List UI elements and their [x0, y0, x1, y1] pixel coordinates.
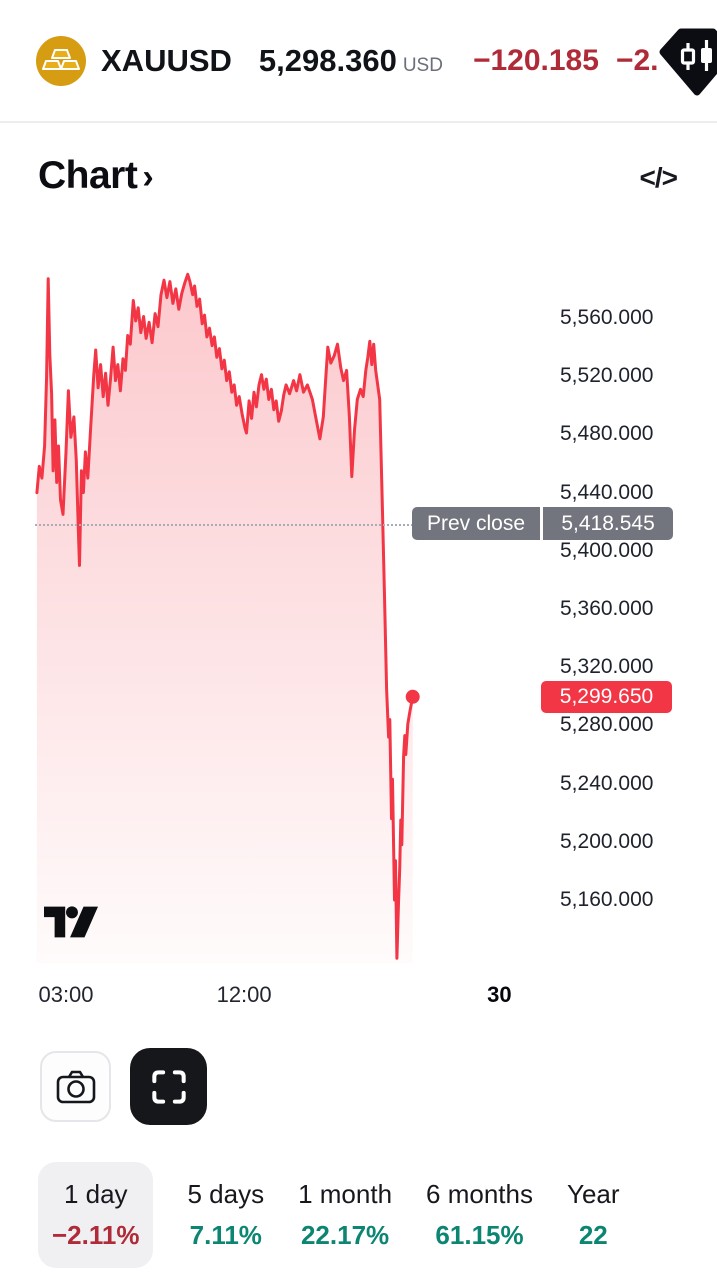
period-tab-1-day[interactable]: 1 day −2.11% [38, 1162, 154, 1268]
price-tick: 5,520.000 [560, 364, 654, 388]
period-tab-5-days[interactable]: 5 days 7.11% [187, 1162, 264, 1268]
period-label: 6 months [426, 1179, 533, 1209]
period-label: 1 day [63, 1179, 128, 1209]
chart-plot[interactable] [0, 255, 717, 1025]
price-tick: 5,440.000 [560, 480, 654, 504]
price-tick: 5,360.000 [560, 597, 654, 621]
period-tab-1-month[interactable]: 1 month 22.17% [298, 1162, 392, 1268]
time-tick: 30 [487, 982, 512, 1007]
price-tick: 5,160.000 [560, 888, 654, 912]
time-tick: 12:00 [216, 982, 272, 1007]
prev-close-value: 5,418.545 [543, 507, 674, 541]
period-label: 5 days [187, 1179, 265, 1209]
change-absolute: −120.185 [472, 43, 599, 77]
period-selector: 1 day −2.11% 5 days 7.11% 1 month 22.17%… [0, 1150, 717, 1280]
price-tick: 5,200.000 [560, 829, 654, 853]
chart-section-header: Chart › </> [0, 148, 717, 220]
period-tab-6-months[interactable]: 6 months 61.15% [426, 1162, 533, 1268]
header-divider [0, 121, 717, 123]
symbol-header: XAUUSD 5,298.360 USD −120.185 −2. [0, 0, 717, 121]
period-change: 61.15% [435, 1220, 524, 1250]
gold-bars-icon [36, 35, 86, 86]
chart-toolbar [0, 1048, 717, 1128]
period-label: Year [567, 1179, 620, 1209]
section-title-text: Chart [38, 154, 138, 197]
time-tick: 03:00 [38, 982, 94, 1007]
fullscreen-icon [151, 1069, 186, 1104]
period-change: 7.11% [189, 1220, 262, 1250]
period-change: 22 [578, 1220, 608, 1250]
price-tick: 5,240.000 [560, 771, 654, 795]
screenshot-button[interactable] [40, 1051, 111, 1122]
price-chart[interactable]: 5,560.000 5,520.000 5,480.000 5,440.000 5,40… [0, 255, 717, 1025]
camera-icon [56, 1070, 95, 1103]
section-title[interactable]: Chart › [38, 154, 154, 198]
symbol-name: XAUUSD [101, 42, 232, 78]
symbol-currency: USD [402, 54, 443, 76]
period-tab-year[interactable]: Year 22 [567, 1162, 620, 1268]
tradingview-watermark-icon[interactable] [44, 905, 98, 939]
symbol-price: 5,298.360 [258, 42, 397, 78]
period-change: −2.11% [52, 1220, 140, 1250]
change-percent: −2. [615, 43, 659, 77]
code-embed-icon[interactable]: </> [639, 162, 678, 193]
price-tick: 5,280.000 [560, 713, 654, 737]
symbol-change: −120.185 −2. [473, 44, 659, 78]
price-tick: 5,400.000 [560, 538, 654, 562]
period-label: 1 month [298, 1179, 393, 1209]
fullscreen-button[interactable] [130, 1048, 207, 1125]
chevron-right-icon: › [142, 158, 154, 196]
price-tick: 5,560.000 [560, 306, 654, 329]
prev-close-line [35, 523, 413, 526]
prev-close-label: Prev close [412, 507, 541, 541]
symbol-price-group: 5,298.360 USD [259, 43, 443, 79]
time-axis: 03:00 12:00 30 [0, 982, 717, 1012]
prev-close-badge: Prev close 5,418.545 [412, 507, 674, 541]
price-tick: 5,320.000 [560, 655, 654, 679]
period-change: 22.17% [300, 1220, 390, 1250]
price-tick: 5,480.000 [560, 422, 654, 446]
tradingview-diamond-candles-icon[interactable] [658, 26, 717, 96]
last-price-badge: 5,299.650 [541, 680, 672, 713]
